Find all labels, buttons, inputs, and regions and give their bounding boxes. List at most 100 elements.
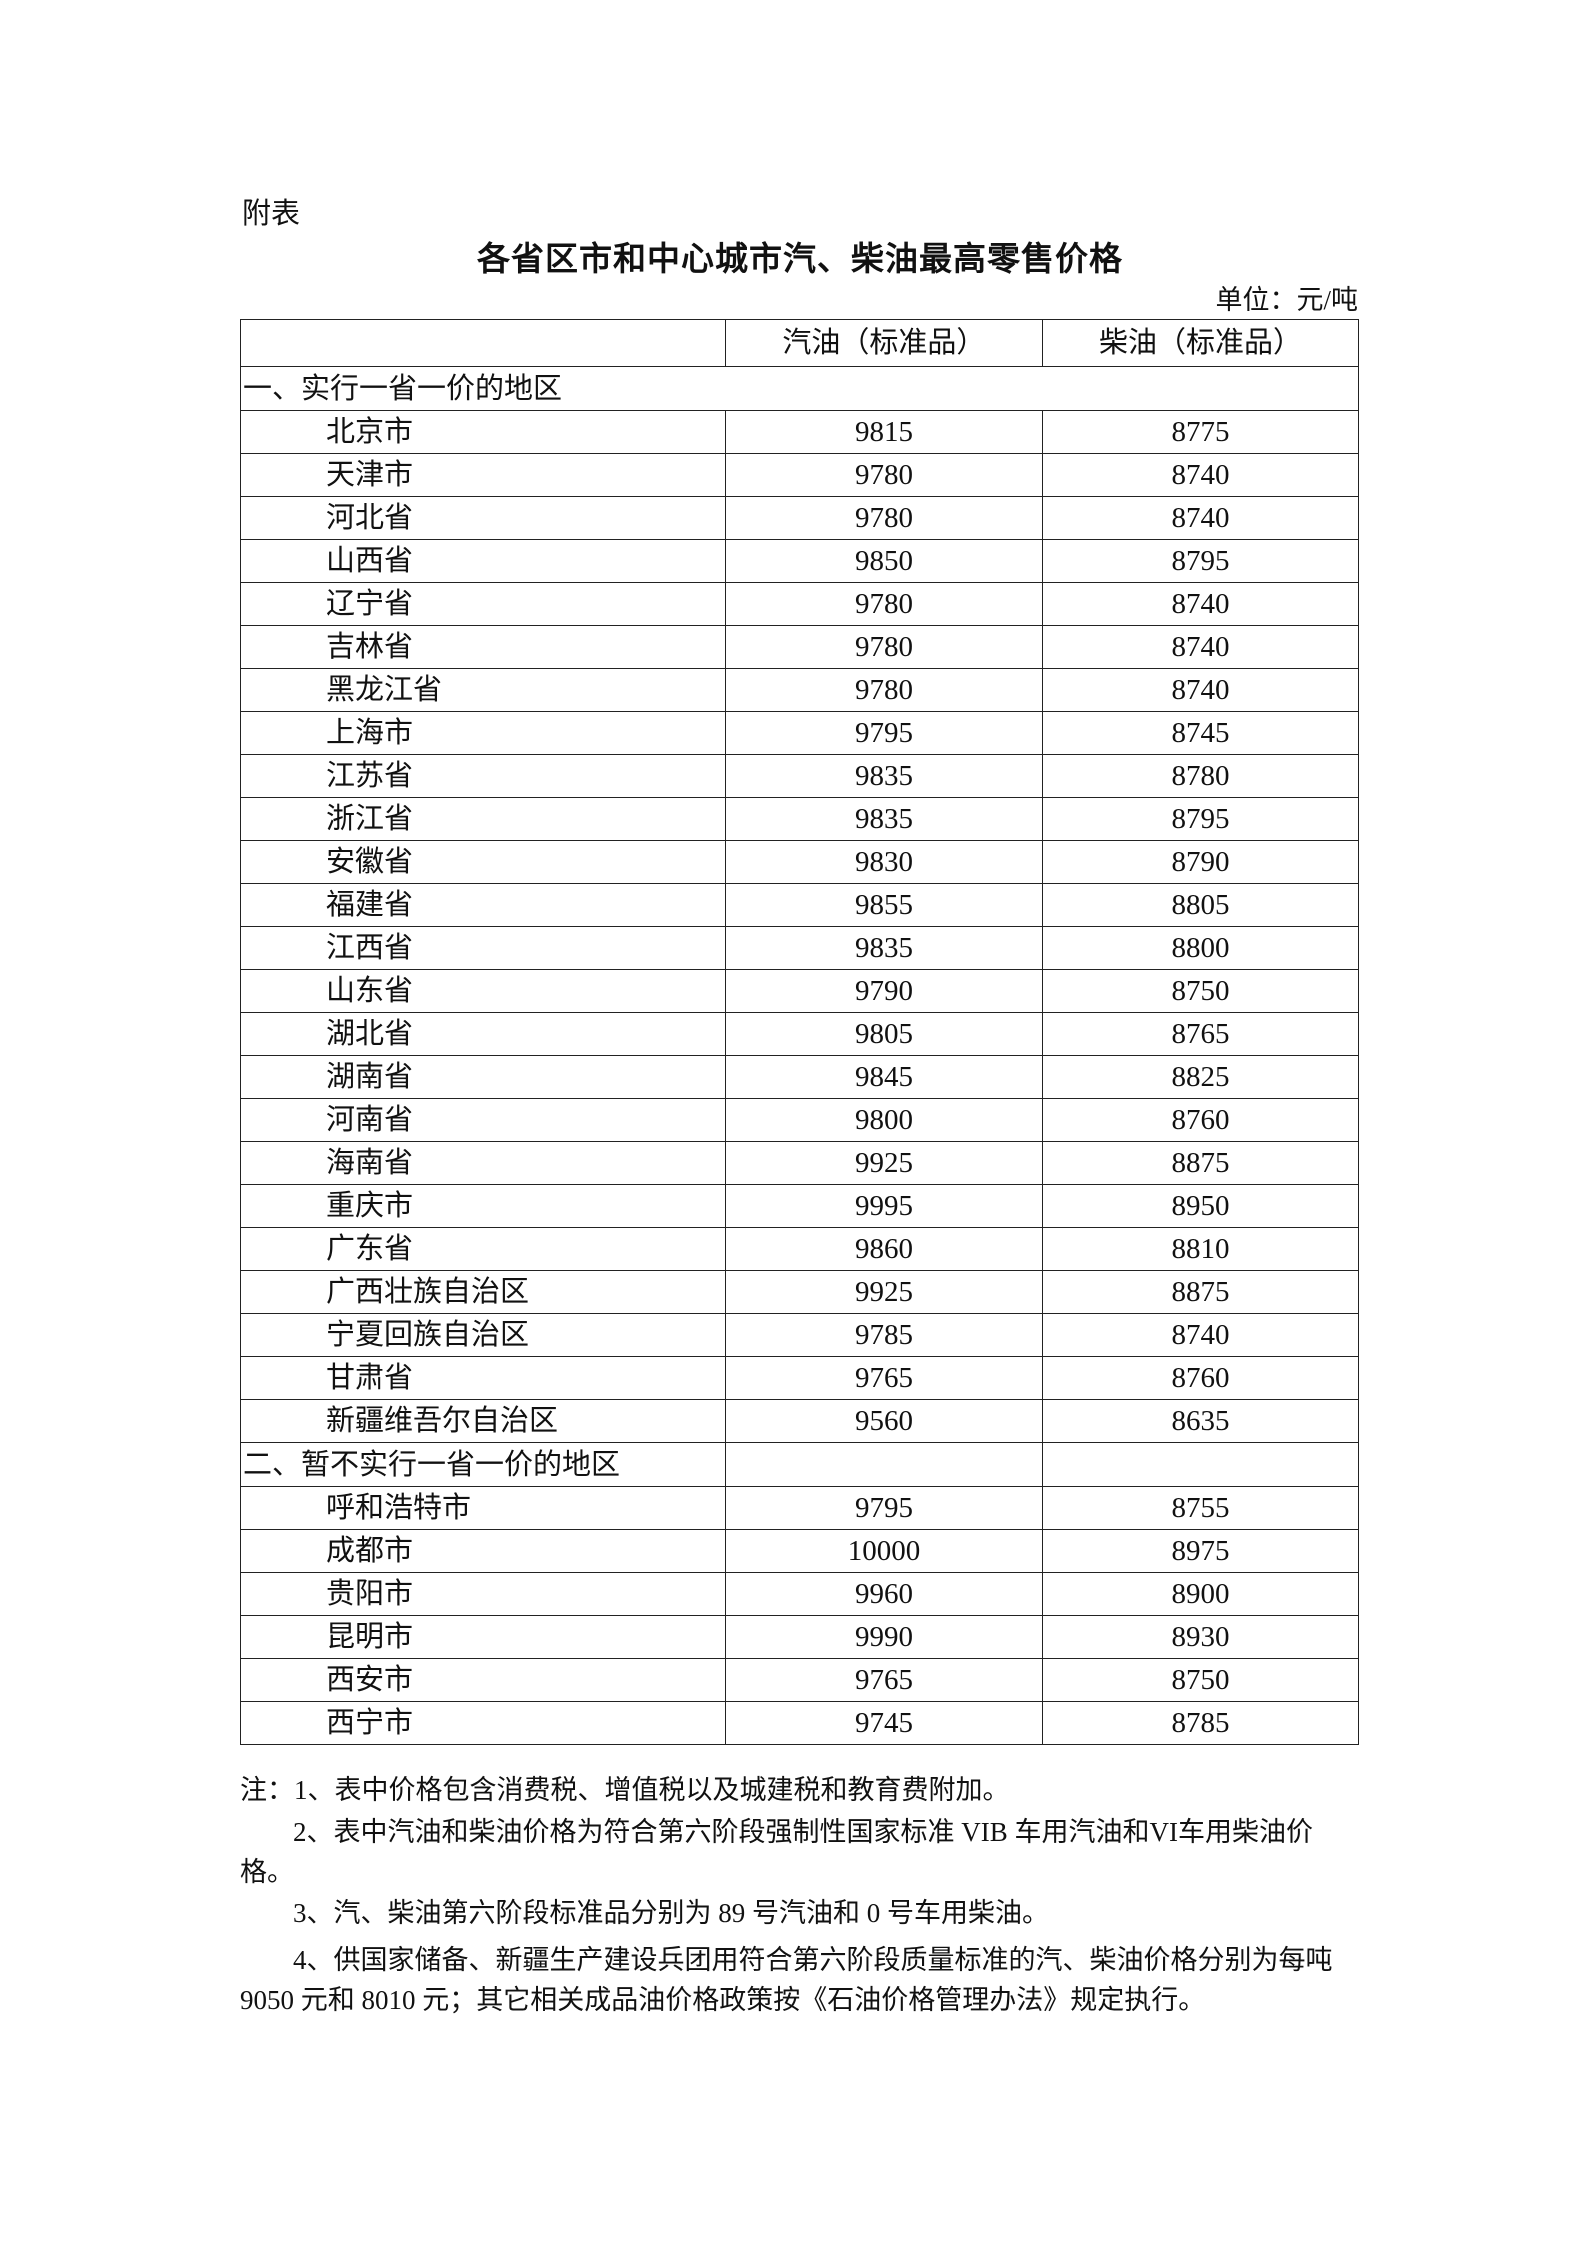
diesel-price-cell: 8740 bbox=[1042, 668, 1359, 712]
gasoline-price-cell: 9765 bbox=[724, 1356, 1044, 1400]
region-cell: 呼和浩特市 bbox=[240, 1486, 726, 1530]
gasoline-price-cell: 9795 bbox=[724, 1486, 1044, 1530]
table-row: 呼和浩特市 9795 8755 bbox=[240, 1486, 1359, 1530]
gasoline-price-cell: 9780 bbox=[724, 668, 1044, 712]
region-cell: 西宁市 bbox=[240, 1701, 726, 1745]
diesel-price-cell: 8740 bbox=[1042, 582, 1359, 626]
table-row: 西宁市 9745 8785 bbox=[240, 1701, 1359, 1745]
diesel-price-cell: 8760 bbox=[1042, 1098, 1359, 1142]
region-cell: 成都市 bbox=[240, 1529, 726, 1573]
region-cell: 西安市 bbox=[240, 1658, 726, 1702]
table-row: 上海市 9795 8745 bbox=[240, 711, 1359, 755]
gasoline-price-cell: 9780 bbox=[724, 453, 1044, 497]
gasoline-price-cell: 9805 bbox=[724, 1012, 1044, 1056]
diesel-price-cell: 8950 bbox=[1042, 1184, 1359, 1228]
region-cell: 广西壮族自治区 bbox=[240, 1270, 726, 1314]
gasoline-price-cell: 9815 bbox=[724, 410, 1044, 454]
table-row: 昆明市 9990 8930 bbox=[240, 1615, 1359, 1659]
table-row: 海南省 9925 8875 bbox=[240, 1141, 1359, 1185]
gasoline-price-cell: 9925 bbox=[724, 1270, 1044, 1314]
diesel-price-cell: 8805 bbox=[1042, 883, 1359, 927]
region-cell: 宁夏回族自治区 bbox=[240, 1313, 726, 1357]
region-cell: 吉林省 bbox=[240, 625, 726, 669]
unit-label: 单位：元/吨 bbox=[1215, 285, 1358, 315]
diesel-price-cell: 8900 bbox=[1042, 1572, 1359, 1616]
table-row: 甘肃省 9765 8760 bbox=[240, 1356, 1359, 1400]
region-cell: 江苏省 bbox=[240, 754, 726, 798]
diesel-price-cell: 8745 bbox=[1042, 711, 1359, 755]
diesel-price-cell: 8795 bbox=[1042, 797, 1359, 841]
table-row: 重庆市 9995 8950 bbox=[240, 1184, 1359, 1228]
table-row: 吉林省 9780 8740 bbox=[240, 625, 1359, 669]
section-label: 一、实行一省一价的地区 bbox=[240, 366, 1359, 411]
region-cell: 天津市 bbox=[240, 453, 726, 497]
table-row: 西安市 9765 8750 bbox=[240, 1658, 1359, 1702]
table-row: 江西省 9835 8800 bbox=[240, 926, 1359, 970]
note-1: 注：1、表中价格包含消费税、增值税以及城建税和教育费附加。 bbox=[240, 1775, 1010, 1805]
table-row: 河南省 9800 8760 bbox=[240, 1098, 1359, 1142]
header-region bbox=[240, 319, 726, 367]
diesel-price-cell: 8800 bbox=[1042, 926, 1359, 970]
table-header-row: 汽油（标准品） 柴油（标准品） bbox=[240, 319, 1359, 367]
section-label: 二、暂不实行一省一价的地区 bbox=[240, 1442, 726, 1487]
diesel-price-cell: 8810 bbox=[1042, 1227, 1359, 1271]
diesel-price-cell: 8875 bbox=[1042, 1270, 1359, 1314]
gasoline-price-cell: 9780 bbox=[724, 625, 1044, 669]
region-cell: 福建省 bbox=[240, 883, 726, 927]
table-row: 广东省 9860 8810 bbox=[240, 1227, 1359, 1271]
gasoline-price-cell: 9835 bbox=[724, 797, 1044, 841]
gasoline-price-cell: 9925 bbox=[724, 1141, 1044, 1185]
gasoline-price-cell: 9960 bbox=[724, 1572, 1044, 1616]
note-3: 3、汽、柴油第六阶段标准品分别为 89 号汽油和 0 号车用柴油。 bbox=[293, 1898, 1049, 1928]
region-cell: 甘肃省 bbox=[240, 1356, 726, 1400]
empty-cell bbox=[1042, 1442, 1359, 1487]
gasoline-price-cell: 9845 bbox=[724, 1055, 1044, 1099]
diesel-price-cell: 8635 bbox=[1042, 1399, 1359, 1443]
table-row: 黑龙江省 9780 8740 bbox=[240, 668, 1359, 712]
table-row: 宁夏回族自治区 9785 8740 bbox=[240, 1313, 1359, 1357]
table-row: 湖北省 9805 8765 bbox=[240, 1012, 1359, 1056]
note-2: 2、表中汽油和柴油价格为符合第六阶段强制性国家标准 VIB 车用汽油和VI车用柴… bbox=[240, 1817, 1313, 1887]
region-cell: 北京市 bbox=[240, 410, 726, 454]
region-cell: 河北省 bbox=[240, 496, 726, 540]
document-title: 各省区市和中心城市汽、柴油最高零售价格 bbox=[477, 242, 1123, 278]
region-cell: 广东省 bbox=[240, 1227, 726, 1271]
region-cell: 湖南省 bbox=[240, 1055, 726, 1099]
gasoline-price-cell: 9795 bbox=[724, 711, 1044, 755]
gasoline-price-cell: 9785 bbox=[724, 1313, 1044, 1357]
table-row: 辽宁省 9780 8740 bbox=[240, 582, 1359, 626]
region-cell: 贵阳市 bbox=[240, 1572, 726, 1616]
diesel-price-cell: 8755 bbox=[1042, 1486, 1359, 1530]
empty-cell bbox=[724, 1442, 1044, 1487]
table-row: 江苏省 9835 8780 bbox=[240, 754, 1359, 798]
table-row: 福建省 9855 8805 bbox=[240, 883, 1359, 927]
section-row: 一、实行一省一价的地区 bbox=[240, 366, 1359, 411]
gasoline-price-cell: 9855 bbox=[724, 883, 1044, 927]
gasoline-price-cell: 9835 bbox=[724, 754, 1044, 798]
table-row: 贵阳市 9960 8900 bbox=[240, 1572, 1359, 1616]
gasoline-price-cell: 9995 bbox=[724, 1184, 1044, 1228]
diesel-price-cell: 8930 bbox=[1042, 1615, 1359, 1659]
table-row: 成都市 10000 8975 bbox=[240, 1529, 1359, 1573]
region-cell: 安徽省 bbox=[240, 840, 726, 884]
diesel-price-cell: 8750 bbox=[1042, 1658, 1359, 1702]
region-cell: 浙江省 bbox=[240, 797, 726, 841]
region-cell: 海南省 bbox=[240, 1141, 726, 1185]
diesel-price-cell: 8875 bbox=[1042, 1141, 1359, 1185]
region-cell: 河南省 bbox=[240, 1098, 726, 1142]
gasoline-price-cell: 9745 bbox=[724, 1701, 1044, 1745]
region-cell: 黑龙江省 bbox=[240, 668, 726, 712]
diesel-price-cell: 8775 bbox=[1042, 410, 1359, 454]
note-4: 4、供国家储备、新疆生产建设兵团用符合第六阶段质量标准的汽、柴油价格分别为每吨 … bbox=[240, 1945, 1333, 2015]
table-row: 安徽省 9830 8790 bbox=[240, 840, 1359, 884]
gasoline-price-cell: 9800 bbox=[724, 1098, 1044, 1142]
table-row: 新疆维吾尔自治区 9560 8635 bbox=[240, 1399, 1359, 1443]
table-row: 河北省 9780 8740 bbox=[240, 496, 1359, 540]
table-row: 北京市 9815 8775 bbox=[240, 410, 1359, 454]
gasoline-price-cell: 9830 bbox=[724, 840, 1044, 884]
region-cell: 湖北省 bbox=[240, 1012, 726, 1056]
gasoline-price-cell: 10000 bbox=[724, 1529, 1044, 1573]
gasoline-price-cell: 9780 bbox=[724, 582, 1044, 626]
diesel-price-cell: 8780 bbox=[1042, 754, 1359, 798]
diesel-price-cell: 8740 bbox=[1042, 453, 1359, 497]
